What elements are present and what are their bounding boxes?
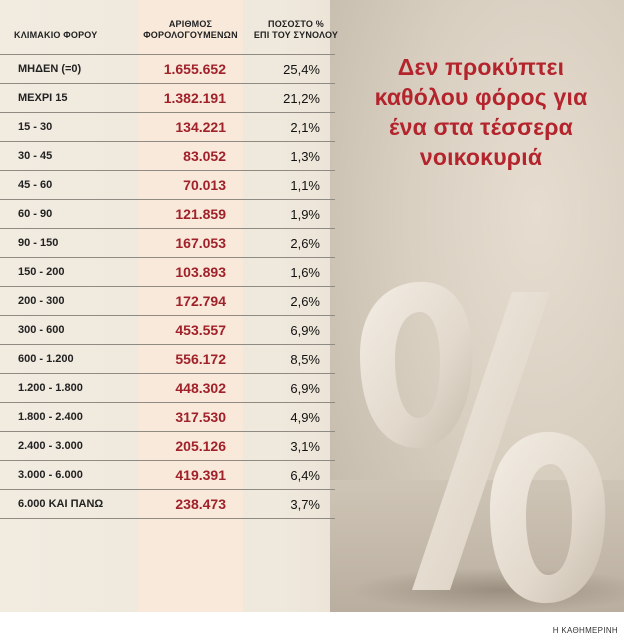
header-pct-line-1: ΠΟΣΟΣΤΟ %	[268, 19, 324, 29]
bracket-cell: 30 - 45	[18, 150, 53, 162]
row-separator	[0, 112, 335, 113]
bottom-bar	[0, 612, 624, 643]
pct-cell: 6,9%	[290, 323, 320, 338]
bracket-cell: 3.000 - 6.000	[18, 469, 83, 481]
pct-cell: 2,6%	[290, 236, 320, 251]
header-bracket: ΚΛΙΜΑΚΙΟ ΦΟΡΟΥ	[14, 30, 124, 41]
header-pct-line-2: ΕΠΙ ΤΟΥ ΣΥΝΟΛΟΥ	[253, 30, 339, 40]
pct-cell: 3,1%	[290, 439, 320, 454]
count-cell: 238.473	[175, 496, 226, 512]
count-cell: 453.557	[175, 322, 226, 338]
table-row: 60 - 90 121.859 1,9%	[0, 200, 340, 229]
pct-cell: 1,6%	[290, 265, 320, 280]
table-row: 1.800 - 2.400 317.530 4,9%	[0, 403, 340, 432]
pct-cell: 1,9%	[290, 207, 320, 222]
count-cell: 1.655.652	[163, 61, 226, 77]
header-count-line-1: ΑΡΙΘΜΟΣ	[168, 19, 213, 29]
count-cell: 448.302	[175, 380, 226, 396]
pct-cell: 4,9%	[290, 410, 320, 425]
count-column-highlight	[138, 0, 243, 612]
table-row: ΜΕΧΡΙ 15 1.382.191 21,2%	[0, 84, 340, 113]
headline: Δεν προκύπτει καθόλου φόρος για ένα στα …	[374, 54, 588, 170]
count-cell: 317.530	[175, 409, 226, 425]
table-row: 1.200 - 1.800 448.302 6,9%	[0, 374, 340, 403]
pct-cell: 6,9%	[290, 381, 320, 396]
pct-cell: 8,5%	[290, 352, 320, 367]
bracket-cell: ΜΕΧΡΙ 15	[18, 92, 68, 104]
count-cell: 70.013	[183, 177, 226, 193]
bracket-cell: ΜΗΔΕΝ (=0)	[18, 63, 82, 75]
header-pct: ΠΟΣΟΣΤΟ % ΕΠΙ ΤΟΥ ΣΥΝΟΛΟΥ	[250, 19, 342, 41]
count-cell: 419.391	[175, 467, 226, 483]
table-row: 6.000 ΚΑΙ ΠΑΝΩ 238.473 3,7%	[0, 490, 340, 519]
bracket-cell: 2.400 - 3.000	[18, 440, 83, 452]
table-row: 200 - 300 172.794 2,6%	[0, 287, 340, 316]
source-credit: Η ΚΑΘΗΜΕΡΙΝΗ	[552, 626, 618, 635]
bracket-cell: 15 - 30	[18, 121, 53, 133]
table-row: ΜΗΔΕΝ (=0) 1.655.652 25,4%	[0, 55, 340, 84]
row-separator	[0, 402, 335, 403]
table-row: 30 - 45 83.052 1,3%	[0, 142, 340, 171]
table-row: 150 - 200 103.893 1,6%	[0, 258, 340, 287]
row-separator	[0, 460, 335, 461]
bracket-cell: 45 - 60	[18, 179, 53, 191]
row-separator	[0, 344, 335, 345]
bracket-cell: 600 - 1.200	[18, 353, 74, 365]
row-separator	[0, 228, 335, 229]
count-cell: 556.172	[175, 351, 226, 367]
table-row: 600 - 1.200 556.172 8,5%	[0, 345, 340, 374]
count-cell: 103.893	[175, 264, 226, 280]
bracket-cell: 6.000 ΚΑΙ ΠΑΝΩ	[18, 498, 104, 510]
table-row: 2.400 - 3.000 205.126 3,1%	[0, 432, 340, 461]
bracket-cell: 1.800 - 2.400	[18, 411, 83, 423]
row-separator	[0, 141, 335, 142]
table-row: 90 - 150 167.053 2,6%	[0, 229, 340, 258]
count-cell: 167.053	[175, 235, 226, 251]
row-separator	[0, 431, 335, 432]
row-separator	[0, 315, 335, 316]
pct-cell: 1,1%	[290, 178, 320, 193]
row-separator	[0, 489, 335, 490]
bracket-cell: 300 - 600	[18, 324, 65, 336]
row-separator	[0, 257, 335, 258]
table-row: 3.000 - 6.000 419.391 6,4%	[0, 461, 340, 490]
row-separator	[0, 83, 335, 84]
table-row: 15 - 30 134.221 2,1%	[0, 113, 340, 142]
bracket-cell: 150 - 200	[18, 266, 65, 278]
pct-cell: 1,3%	[290, 149, 320, 164]
row-separator	[0, 518, 335, 519]
table-row: 300 - 600 453.557 6,9%	[0, 316, 340, 345]
count-cell: 1.382.191	[163, 90, 226, 106]
header-count-line-2: ΦΟΡΟΛΟΓΟΥΜΕΝΩΝ	[143, 30, 238, 40]
count-cell: 134.221	[175, 119, 226, 135]
pct-cell: 3,7%	[290, 497, 320, 512]
percent-sign-sculpture	[350, 281, 624, 612]
bracket-cell: 90 - 150	[18, 237, 59, 249]
row-separator	[0, 54, 335, 55]
bracket-cell: 1.200 - 1.800	[18, 382, 83, 394]
row-separator	[0, 170, 335, 171]
pct-cell: 2,1%	[290, 120, 320, 135]
count-cell: 83.052	[183, 148, 226, 164]
row-separator	[0, 199, 335, 200]
bracket-cell: 60 - 90	[18, 208, 53, 220]
bracket-cell: 200 - 300	[18, 295, 65, 307]
count-cell: 121.859	[175, 206, 226, 222]
pct-cell: 2,6%	[290, 294, 320, 309]
count-cell: 172.794	[175, 293, 226, 309]
count-cell: 205.126	[175, 438, 226, 454]
header-bracket-line: ΚΛΙΜΑΚΙΟ ΦΟΡΟΥ	[14, 30, 98, 40]
pct-cell: 21,2%	[283, 91, 320, 106]
pct-cell: 25,4%	[283, 62, 320, 77]
pct-cell: 6,4%	[290, 468, 320, 483]
row-separator	[0, 373, 335, 374]
row-separator	[0, 286, 335, 287]
header-count: ΑΡΙΘΜΟΣ ΦΟΡΟΛΟΓΟΥΜΕΝΩΝ	[138, 19, 243, 41]
table-row: 45 - 60 70.013 1,1%	[0, 171, 340, 200]
